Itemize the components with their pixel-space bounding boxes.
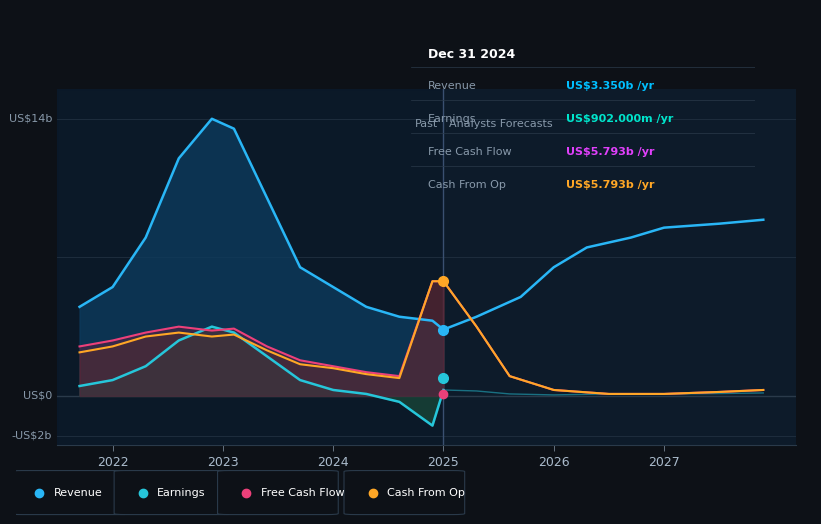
FancyBboxPatch shape [344,471,465,515]
Bar [443,89,796,445]
Text: Dec 31 2024: Dec 31 2024 [428,48,515,61]
Text: Earnings: Earnings [157,487,206,498]
Text: Analysts Forecasts: Analysts Forecasts [449,119,553,129]
Text: Earnings: Earnings [428,114,476,124]
Text: US$0: US$0 [23,391,52,401]
Text: Past: Past [415,119,438,129]
Text: Cash From Op: Cash From Op [388,487,465,498]
Text: US$14b: US$14b [8,114,52,124]
FancyBboxPatch shape [11,471,131,515]
Text: US$902.000m /yr: US$902.000m /yr [566,114,673,124]
Text: US$5.793b /yr: US$5.793b /yr [566,180,654,190]
Text: US$3.350b /yr: US$3.350b /yr [566,81,654,91]
Text: Revenue: Revenue [54,487,103,498]
Text: Free Cash Flow: Free Cash Flow [428,147,511,157]
Text: -US$2b: -US$2b [11,431,52,441]
Text: Cash From Op: Cash From Op [428,180,506,190]
Bar [57,89,443,445]
Text: Free Cash Flow: Free Cash Flow [261,487,344,498]
FancyBboxPatch shape [218,471,338,515]
Text: US$5.793b /yr: US$5.793b /yr [566,147,654,157]
FancyBboxPatch shape [114,471,235,515]
Text: Revenue: Revenue [428,81,476,91]
